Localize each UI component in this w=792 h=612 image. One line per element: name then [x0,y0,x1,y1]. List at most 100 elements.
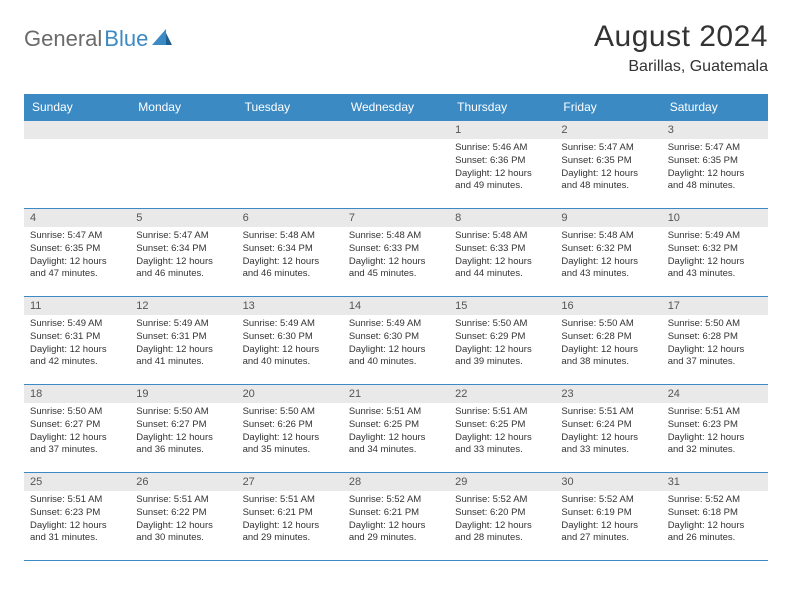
day-details: Sunrise: 5:50 AMSunset: 6:28 PMDaylight:… [662,315,768,375]
calendar-cell: 14Sunrise: 5:49 AMSunset: 6:30 PMDayligh… [343,297,449,385]
day-number: 5 [130,209,236,227]
calendar-cell: 28Sunrise: 5:52 AMSunset: 6:21 PMDayligh… [343,473,449,561]
day-number: 28 [343,473,449,491]
calendar-cell: 7Sunrise: 5:48 AMSunset: 6:33 PMDaylight… [343,209,449,297]
day-details: Sunrise: 5:52 AMSunset: 6:19 PMDaylight:… [555,491,661,551]
day-number: 31 [662,473,768,491]
day-number: 23 [555,385,661,403]
day-details: Sunrise: 5:50 AMSunset: 6:27 PMDaylight:… [130,403,236,463]
weekday-header: Friday [555,94,661,121]
day-details: Sunrise: 5:47 AMSunset: 6:35 PMDaylight:… [662,139,768,199]
calendar-cell: 18Sunrise: 5:50 AMSunset: 6:27 PMDayligh… [24,385,130,473]
day-details: Sunrise: 5:50 AMSunset: 6:26 PMDaylight:… [237,403,343,463]
day-number: 6 [237,209,343,227]
day-details: Sunrise: 5:46 AMSunset: 6:36 PMDaylight:… [449,139,555,199]
day-details: Sunrise: 5:51 AMSunset: 6:24 PMDaylight:… [555,403,661,463]
weekday-header: Sunday [24,94,130,121]
calendar-cell: 9Sunrise: 5:48 AMSunset: 6:32 PMDaylight… [555,209,661,297]
calendar-cell: 13Sunrise: 5:49 AMSunset: 6:30 PMDayligh… [237,297,343,385]
calendar-cell: 30Sunrise: 5:52 AMSunset: 6:19 PMDayligh… [555,473,661,561]
weekday-header: Wednesday [343,94,449,121]
calendar-cell [237,121,343,209]
day-number: 4 [24,209,130,227]
calendar-cell: 23Sunrise: 5:51 AMSunset: 6:24 PMDayligh… [555,385,661,473]
page-header: GeneralBlue August 2024 Barillas, Guatem… [24,20,768,76]
day-details: Sunrise: 5:48 AMSunset: 6:34 PMDaylight:… [237,227,343,287]
day-number: 8 [449,209,555,227]
day-details: Sunrise: 5:49 AMSunset: 6:31 PMDaylight:… [24,315,130,375]
title-block: August 2024 Barillas, Guatemala [594,20,768,76]
day-details: Sunrise: 5:51 AMSunset: 6:23 PMDaylight:… [662,403,768,463]
weekday-header: Tuesday [237,94,343,121]
brand-name-2: Blue [104,26,148,52]
day-number: 24 [662,385,768,403]
day-details: Sunrise: 5:49 AMSunset: 6:30 PMDaylight:… [237,315,343,375]
day-number: 14 [343,297,449,315]
day-details: Sunrise: 5:47 AMSunset: 6:35 PMDaylight:… [555,139,661,199]
calendar-cell: 29Sunrise: 5:52 AMSunset: 6:20 PMDayligh… [449,473,555,561]
weekday-header: Saturday [662,94,768,121]
calendar-cell: 19Sunrise: 5:50 AMSunset: 6:27 PMDayligh… [130,385,236,473]
location-subtitle: Barillas, Guatemala [594,58,768,76]
day-number: 17 [662,297,768,315]
day-details: Sunrise: 5:51 AMSunset: 6:21 PMDaylight:… [237,491,343,551]
day-details: Sunrise: 5:52 AMSunset: 6:20 PMDaylight:… [449,491,555,551]
day-details: Sunrise: 5:48 AMSunset: 6:33 PMDaylight:… [343,227,449,287]
day-details: Sunrise: 5:47 AMSunset: 6:35 PMDaylight:… [24,227,130,287]
calendar-week-row: 1Sunrise: 5:46 AMSunset: 6:36 PMDaylight… [24,121,768,209]
calendar-cell: 12Sunrise: 5:49 AMSunset: 6:31 PMDayligh… [130,297,236,385]
calendar-cell: 27Sunrise: 5:51 AMSunset: 6:21 PMDayligh… [237,473,343,561]
day-details: Sunrise: 5:52 AMSunset: 6:21 PMDaylight:… [343,491,449,551]
calendar-cell: 6Sunrise: 5:48 AMSunset: 6:34 PMDaylight… [237,209,343,297]
calendar-cell: 3Sunrise: 5:47 AMSunset: 6:35 PMDaylight… [662,121,768,209]
calendar-cell: 26Sunrise: 5:51 AMSunset: 6:22 PMDayligh… [130,473,236,561]
day-details: Sunrise: 5:51 AMSunset: 6:22 PMDaylight:… [130,491,236,551]
calendar-cell: 17Sunrise: 5:50 AMSunset: 6:28 PMDayligh… [662,297,768,385]
day-number: 13 [237,297,343,315]
day-details: Sunrise: 5:50 AMSunset: 6:28 PMDaylight:… [555,315,661,375]
day-details: Sunrise: 5:49 AMSunset: 6:31 PMDaylight:… [130,315,236,375]
calendar-body: 1Sunrise: 5:46 AMSunset: 6:36 PMDaylight… [24,121,768,561]
day-number: 26 [130,473,236,491]
day-number-bar [24,121,130,139]
calendar-cell [24,121,130,209]
weekday-header: Monday [130,94,236,121]
day-number-bar [343,121,449,139]
calendar-cell: 11Sunrise: 5:49 AMSunset: 6:31 PMDayligh… [24,297,130,385]
calendar-table: Sunday Monday Tuesday Wednesday Thursday… [24,94,768,561]
day-number: 19 [130,385,236,403]
day-number-bar [130,121,236,139]
day-details: Sunrise: 5:50 AMSunset: 6:27 PMDaylight:… [24,403,130,463]
calendar-cell: 4Sunrise: 5:47 AMSunset: 6:35 PMDaylight… [24,209,130,297]
day-number: 9 [555,209,661,227]
day-number: 16 [555,297,661,315]
calendar-week-row: 11Sunrise: 5:49 AMSunset: 6:31 PMDayligh… [24,297,768,385]
day-details: Sunrise: 5:51 AMSunset: 6:25 PMDaylight:… [449,403,555,463]
day-details: Sunrise: 5:48 AMSunset: 6:32 PMDaylight:… [555,227,661,287]
day-details: Sunrise: 5:50 AMSunset: 6:29 PMDaylight:… [449,315,555,375]
sail-icon [152,29,172,50]
calendar-cell: 10Sunrise: 5:49 AMSunset: 6:32 PMDayligh… [662,209,768,297]
calendar-week-row: 18Sunrise: 5:50 AMSunset: 6:27 PMDayligh… [24,385,768,473]
day-details: Sunrise: 5:51 AMSunset: 6:25 PMDaylight:… [343,403,449,463]
calendar-cell [343,121,449,209]
day-details: Sunrise: 5:47 AMSunset: 6:34 PMDaylight:… [130,227,236,287]
calendar-cell: 15Sunrise: 5:50 AMSunset: 6:29 PMDayligh… [449,297,555,385]
day-number: 11 [24,297,130,315]
day-number: 29 [449,473,555,491]
day-number: 10 [662,209,768,227]
calendar-cell: 16Sunrise: 5:50 AMSunset: 6:28 PMDayligh… [555,297,661,385]
day-number: 3 [662,121,768,139]
day-number: 7 [343,209,449,227]
calendar-cell: 2Sunrise: 5:47 AMSunset: 6:35 PMDaylight… [555,121,661,209]
month-title: August 2024 [594,20,768,54]
day-number-bar [237,121,343,139]
day-details: Sunrise: 5:49 AMSunset: 6:32 PMDaylight:… [662,227,768,287]
calendar-week-row: 25Sunrise: 5:51 AMSunset: 6:23 PMDayligh… [24,473,768,561]
day-details: Sunrise: 5:52 AMSunset: 6:18 PMDaylight:… [662,491,768,551]
brand-logo: GeneralBlue [24,20,172,52]
day-number: 1 [449,121,555,139]
day-details: Sunrise: 5:49 AMSunset: 6:30 PMDaylight:… [343,315,449,375]
day-number: 22 [449,385,555,403]
day-details: Sunrise: 5:48 AMSunset: 6:33 PMDaylight:… [449,227,555,287]
